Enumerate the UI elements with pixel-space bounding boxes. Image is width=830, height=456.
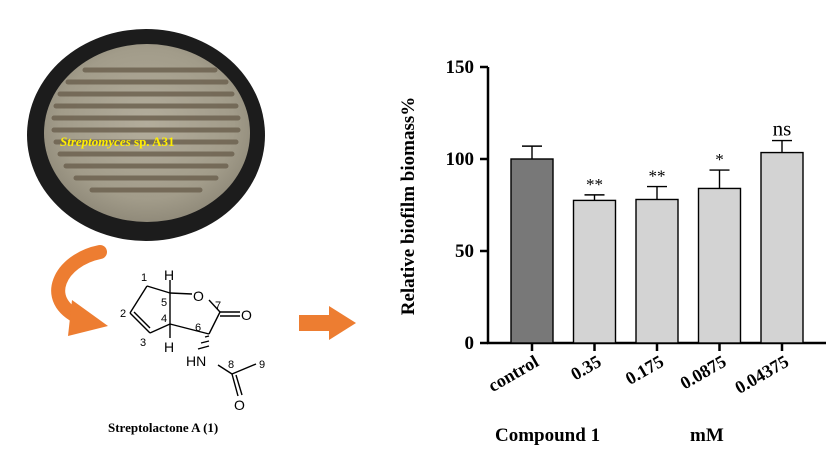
atom-nh: HN xyxy=(186,353,206,369)
significance-marker-0.175: ** xyxy=(649,167,666,186)
bacterial-streaks xyxy=(51,67,241,193)
atom-h-top: H xyxy=(164,267,174,283)
significance-marker-0.04375: ns xyxy=(773,117,792,141)
y-tick-label: 50 xyxy=(455,241,474,262)
curved-arrow xyxy=(51,245,108,336)
petri-label: Streptomyces sp. A31 xyxy=(60,134,174,149)
structure-caption: Streptolactone A (1) xyxy=(108,420,218,435)
straight-arrow xyxy=(299,306,356,340)
atom-o-amide: O xyxy=(234,397,245,413)
bar-0.04375 xyxy=(760,151,804,344)
bar-control xyxy=(510,158,554,344)
structure-atoms: H H O O HN O 1 2 3 4 5 6 7 8 9 Streptola… xyxy=(108,267,265,435)
x-group-label-compound: Compound 1 xyxy=(495,425,600,446)
significance-marker-0.0875: * xyxy=(715,150,724,169)
x-tick-label-control: control xyxy=(485,351,542,396)
chemical-structure xyxy=(129,280,257,397)
atom-number-9: 9 xyxy=(259,359,265,371)
atom-number-8: 8 xyxy=(228,359,234,371)
atom-number-3: 3 xyxy=(140,337,146,349)
strain-name: sp. A31 xyxy=(131,134,175,149)
atom-h-bottom: H xyxy=(164,339,174,355)
x-tick-label-0.04375: 0.04375 xyxy=(731,351,792,398)
petri-dish: Streptomyces sp. A31 xyxy=(27,29,265,241)
atom-number-5: 5 xyxy=(161,297,167,309)
bar-0.0875 xyxy=(697,187,742,344)
bar-0.35 xyxy=(572,199,617,344)
significance-marker-0.35: ** xyxy=(586,175,603,194)
x-tick-label-0.175: 0.175 xyxy=(622,351,667,389)
x-tick-label-0.0875: 0.0875 xyxy=(677,351,730,393)
x-tick-label-0.35: 0.35 xyxy=(567,351,604,384)
atom-number-7: 7 xyxy=(215,300,221,312)
atom-number-1: 1 xyxy=(141,272,147,284)
bar-0.175 xyxy=(635,198,679,344)
chart-marks: 0 50 100 150 control 0.35 ** 0.175 ** 0.0875 * 0.04… xyxy=(446,57,826,398)
x-group-label-unit: mM xyxy=(690,425,724,446)
bar-chart: Relative biofilm biomass% 0 50 100 150 contr… xyxy=(398,57,826,446)
y-axis-label: Relative biofilm biomass% xyxy=(398,97,419,316)
y-tick-label: 150 xyxy=(446,57,475,78)
atom-number-2: 2 xyxy=(120,308,126,320)
atom-o-ring: O xyxy=(193,288,204,304)
atom-o-carbonyl: O xyxy=(241,307,252,323)
y-tick-label: 100 xyxy=(446,149,475,170)
atom-number-6: 6 xyxy=(195,322,201,334)
atom-number-4: 4 xyxy=(161,313,167,325)
species-name: Streptomyces xyxy=(60,134,131,149)
y-tick-label: 0 xyxy=(465,333,475,354)
